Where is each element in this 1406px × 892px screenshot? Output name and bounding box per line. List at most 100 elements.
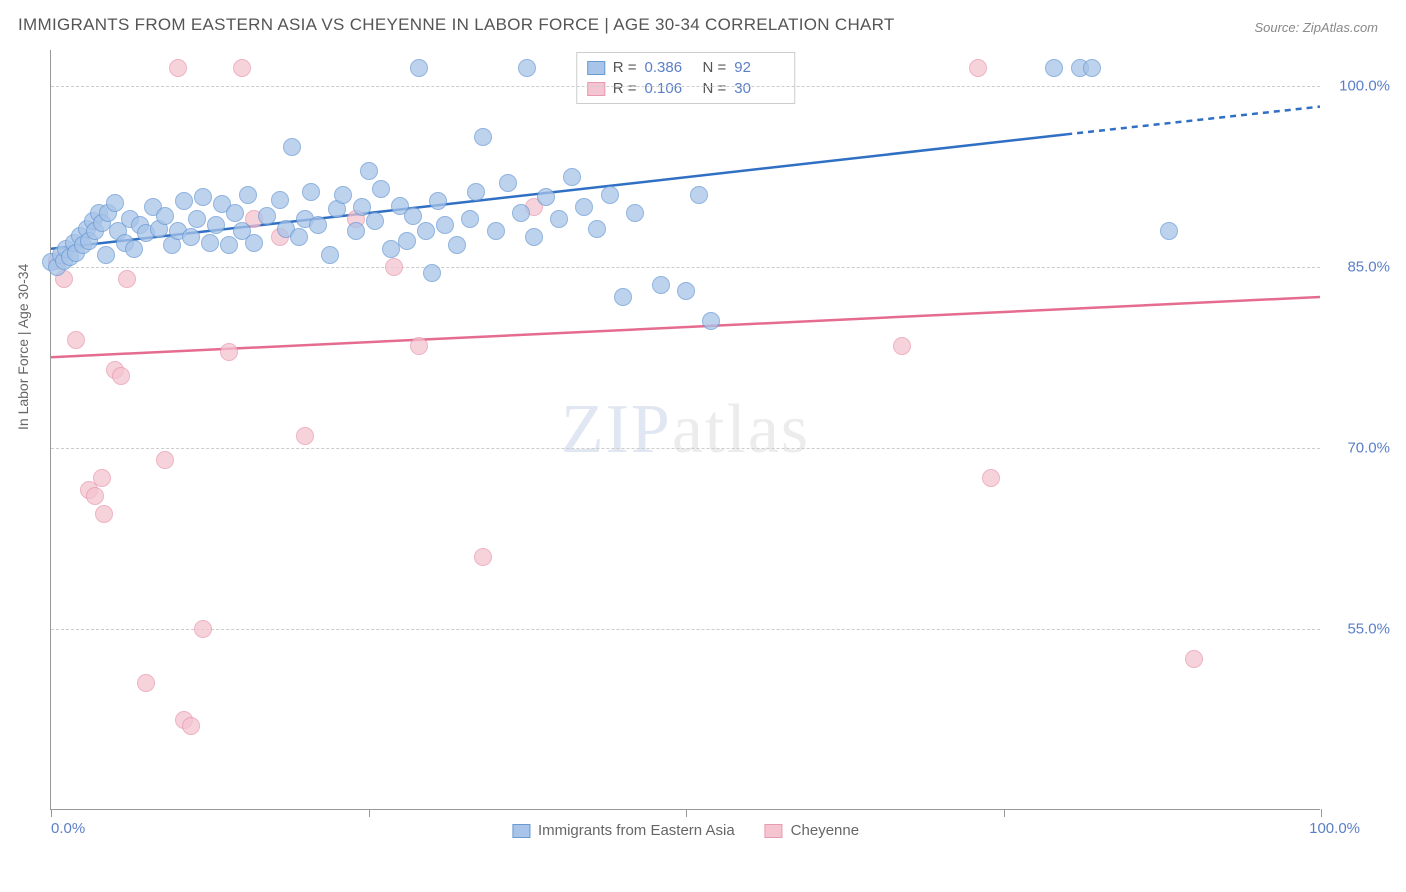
data-point: [461, 210, 479, 228]
legend-row-blue: R = 0.386 N = 92: [587, 57, 785, 78]
data-point: [169, 59, 187, 77]
data-point: [175, 192, 193, 210]
scatter-plot-area: ZIPatlas R = 0.386 N = 92 R = 0.106 N = …: [50, 50, 1320, 810]
legend-item-pink: Cheyenne: [765, 822, 859, 839]
data-point: [118, 270, 136, 288]
data-point: [982, 469, 1000, 487]
data-point: [429, 192, 447, 210]
data-point: [575, 198, 593, 216]
data-point: [518, 59, 536, 77]
data-point: [233, 59, 251, 77]
data-point: [366, 212, 384, 230]
swatch-pink-icon: [765, 824, 783, 838]
y-axis-title: In Labor Force | Age 30-34: [15, 264, 31, 430]
data-point: [1185, 650, 1203, 668]
y-tick-label: 100.0%: [1339, 78, 1390, 95]
data-point: [182, 717, 200, 735]
data-point: [290, 228, 308, 246]
data-point: [283, 138, 301, 156]
data-point: [194, 620, 212, 638]
data-point: [220, 236, 238, 254]
data-point: [588, 220, 606, 238]
data-point: [372, 180, 390, 198]
y-tick-label: 85.0%: [1347, 259, 1390, 276]
swatch-pink-icon: [587, 82, 605, 96]
data-point: [188, 210, 206, 228]
gridline: [51, 448, 1320, 449]
x-tick: [369, 809, 370, 817]
data-point: [182, 228, 200, 246]
data-point: [474, 128, 492, 146]
x-axis-min-label: 0.0%: [51, 820, 85, 837]
x-tick: [51, 809, 52, 817]
gridline: [51, 86, 1320, 87]
swatch-blue-icon: [587, 61, 605, 75]
data-point: [398, 232, 416, 250]
data-point: [112, 367, 130, 385]
data-point: [95, 505, 113, 523]
data-point: [309, 216, 327, 234]
x-tick: [1004, 809, 1005, 817]
gridline: [51, 629, 1320, 630]
source-attribution: Source: ZipAtlas.com: [1254, 20, 1378, 35]
data-point: [969, 59, 987, 77]
data-point: [302, 183, 320, 201]
data-point: [271, 191, 289, 209]
x-tick: [686, 809, 687, 817]
x-tick: [1321, 809, 1322, 817]
data-point: [385, 258, 403, 276]
data-point: [467, 183, 485, 201]
data-point: [436, 216, 454, 234]
data-point: [410, 337, 428, 355]
data-point: [1045, 59, 1063, 77]
data-point: [410, 59, 428, 77]
gridline: [51, 267, 1320, 268]
data-point: [334, 186, 352, 204]
y-tick-label: 55.0%: [1347, 621, 1390, 638]
x-axis-max-label: 100.0%: [1309, 820, 1360, 837]
data-point: [201, 234, 219, 252]
data-point: [1160, 222, 1178, 240]
data-point: [93, 469, 111, 487]
data-point: [207, 216, 225, 234]
data-point: [537, 188, 555, 206]
data-point: [512, 204, 530, 222]
data-point: [626, 204, 644, 222]
data-point: [137, 674, 155, 692]
data-point: [1083, 59, 1101, 77]
trend-lines-layer: [51, 50, 1320, 809]
data-point: [194, 188, 212, 206]
correlation-legend: R = 0.386 N = 92 R = 0.106 N = 30: [576, 52, 796, 104]
legend-item-blue: Immigrants from Eastern Asia: [512, 822, 735, 839]
data-point: [245, 234, 263, 252]
data-point: [220, 343, 238, 361]
data-point: [525, 228, 543, 246]
data-point: [86, 487, 104, 505]
legend-label: Cheyenne: [791, 822, 859, 839]
legend-row-pink: R = 0.106 N = 30: [587, 78, 785, 99]
swatch-blue-icon: [512, 824, 530, 838]
data-point: [563, 168, 581, 186]
data-point: [156, 451, 174, 469]
watermark: ZIPatlas: [561, 390, 810, 470]
data-point: [360, 162, 378, 180]
data-point: [417, 222, 435, 240]
data-point: [125, 240, 143, 258]
y-tick-label: 70.0%: [1347, 440, 1390, 457]
chart-title: IMMIGRANTS FROM EASTERN ASIA VS CHEYENNE…: [18, 15, 895, 35]
data-point: [702, 312, 720, 330]
data-point: [690, 186, 708, 204]
data-point: [474, 548, 492, 566]
data-point: [106, 194, 124, 212]
data-point: [614, 288, 632, 306]
data-point: [296, 427, 314, 445]
data-point: [347, 222, 365, 240]
data-point: [321, 246, 339, 264]
data-point: [258, 207, 276, 225]
data-point: [652, 276, 670, 294]
data-point: [677, 282, 695, 300]
data-point: [601, 186, 619, 204]
data-point: [499, 174, 517, 192]
data-point: [893, 337, 911, 355]
data-point: [423, 264, 441, 282]
